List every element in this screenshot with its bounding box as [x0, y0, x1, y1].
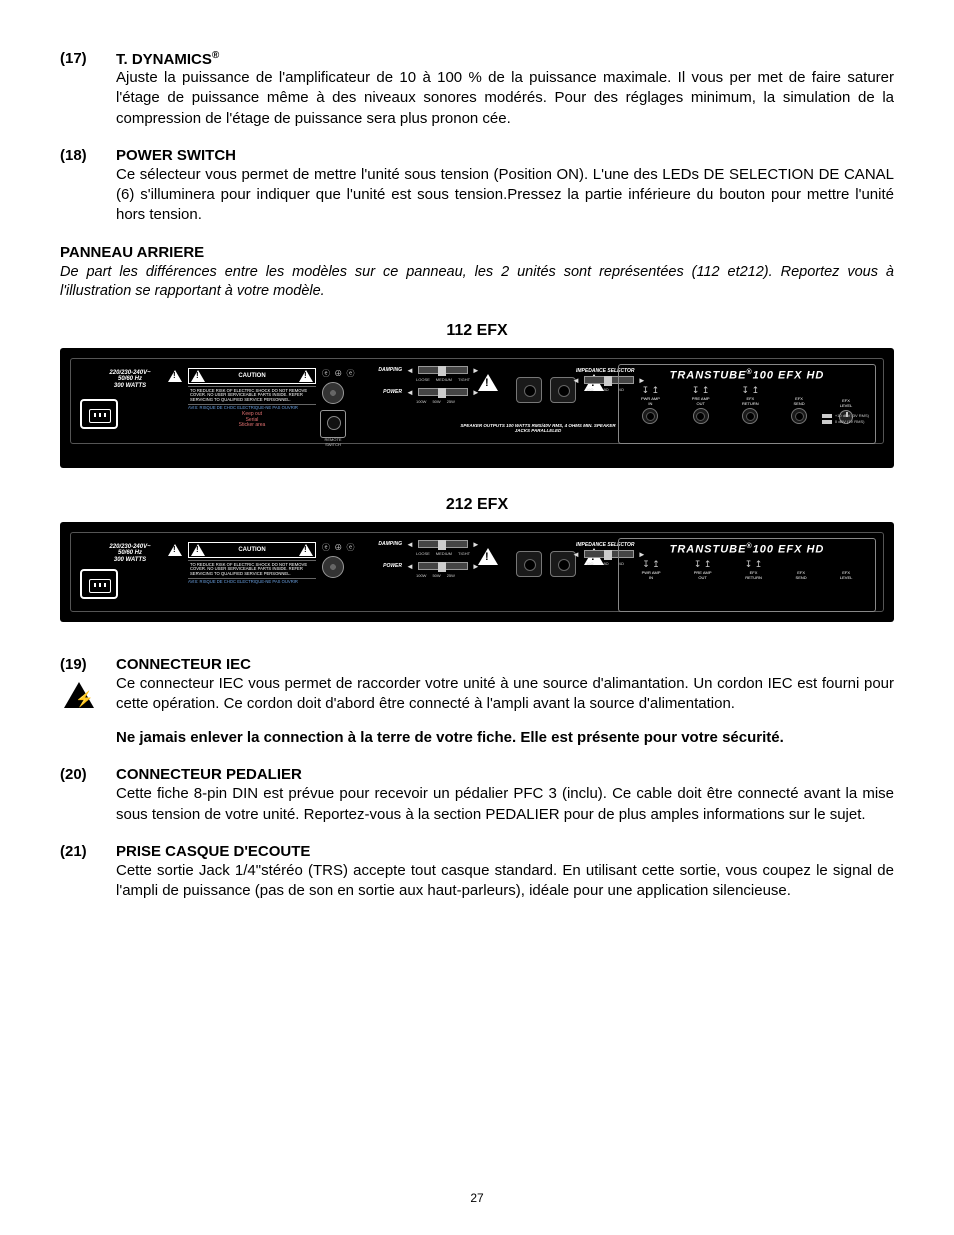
caution-block: CAUTION TO REDUCE RISK OF ELECTRIC SHOCK…: [188, 368, 316, 429]
remote-switch-jack: REMOTE SWITCH: [320, 410, 346, 438]
fan-icon: [322, 556, 344, 578]
panel-112: 220/230-240V~ 50/60 Hz 300 WATTS CAUTION…: [60, 348, 894, 468]
right-section: TRANSTUBE®100 EFX HD ↧ ↥PWR AMP IN ↧ ↥PRE…: [618, 364, 876, 444]
warning-triangle-icon: [168, 544, 182, 556]
io-group: EFX SEND: [796, 559, 807, 580]
item-title: T. DYNAMICS®: [116, 50, 219, 68]
jack-icon: [742, 408, 758, 424]
speaker-jack: [516, 551, 542, 577]
item-number: (17): [60, 50, 116, 67]
power-slider: [418, 388, 468, 396]
fan-icon: [322, 382, 344, 404]
io-group: EFX SEND: [791, 385, 807, 426]
warning-triangle-icon: [478, 374, 498, 391]
panel-label-212: 212 EFX: [60, 496, 894, 514]
iec-inlet-icon: [80, 399, 118, 429]
damping-slider: [418, 540, 468, 548]
item-body: Cette sortie Jack 1/4"stéréo (TRS) accep…: [116, 861, 894, 902]
io-group: ↧ ↥EFX RETURN: [742, 385, 760, 426]
io-group: EFX LEVEL: [840, 559, 852, 580]
jack-icon: [642, 408, 658, 424]
io-group: ↧ ↥EFX RETURN: [745, 559, 763, 580]
power-slider: [418, 562, 468, 570]
item-number: (20): [60, 766, 116, 783]
warning-triangle-icon: [299, 370, 313, 382]
item-bold-note: Ne jamais enlever la connection à la ter…: [116, 728, 894, 748]
item-title: POWER SWITCH: [116, 147, 236, 164]
speaker-output-text: SPEAKER OUTPUTS 100 WATTS RMS/40V RMS, 4…: [458, 424, 618, 434]
io-group: ↧ ↥PWR AMP IN: [642, 559, 661, 580]
warning-triangle-icon: [191, 370, 205, 382]
iec-inlet-icon: [80, 569, 118, 599]
manual-item: (19)CONNECTEUR IECCe connecteur IEC vous…: [60, 656, 894, 749]
rear-panel-diagram-212: 220/230-240V~ 50/60 Hz 300 WATTS CAUTION…: [60, 522, 894, 622]
jack-icon: [693, 408, 709, 424]
approval-symbols: ⓔ ⊕ ⓔ: [322, 542, 355, 553]
io-group: ↧ ↥PRE AMP OUT: [692, 385, 710, 426]
item-body: Ajuste la puissance de l'amplificateur d…: [116, 68, 894, 129]
caution-block: CAUTION TO REDUCE RISK OF ELECTRIC SHOCK…: [188, 542, 316, 585]
brand-label: TRANSTUBE®100 EFX HD: [625, 369, 869, 382]
io-group: ↧ ↥PWR AMP IN: [641, 385, 660, 426]
rear-panel-heading: PANNEAU ARRIERE: [60, 244, 894, 261]
item-title: PRISE CASQUE D'ECOUTE: [116, 843, 310, 860]
page-number: 27: [0, 1191, 954, 1205]
manual-item: (20)CONNECTEUR PEDALIERCette fiche 8-pin…: [60, 766, 894, 825]
mid-section: DAMPING ◄ ► LOOSE MEDIUM TIGHT POWER ◄ ►…: [368, 366, 646, 410]
item-number: (19): [60, 656, 116, 673]
item-title: CONNECTEUR PEDALIER: [116, 766, 302, 783]
damping-slider: [418, 366, 468, 374]
mid-section: DAMPING ◄ ► LOOSE MEDIUM TIGHT POWER ◄ ►…: [368, 540, 646, 584]
approval-symbols: ⓔ ⊕ ⓔ: [322, 368, 355, 379]
item-body: Ce sélecteur vous permet de mettre l'uni…: [116, 165, 894, 226]
voltage-spec: 220/230-240V~ 50/60 Hz 300 WATTS: [80, 544, 180, 564]
item-number: (21): [60, 843, 116, 860]
warning-triangle-icon: [478, 548, 498, 565]
item-title: CONNECTEUR IEC: [116, 656, 251, 673]
item-body: Ce connecteur IEC vous permet de raccord…: [116, 674, 894, 715]
voltage-spec: 220/230-240V~ 50/60 Hz 300 WATTS: [80, 370, 180, 390]
panel-label-112: 112 EFX: [60, 322, 894, 340]
item-body: Cette fiche 8-pin DIN est prévue pour re…: [116, 784, 894, 825]
rear-panel-diagram-112: 220/230-240V~ 50/60 Hz 300 WATTS CAUTION…: [60, 348, 894, 468]
rear-panel-note: De part les différences entre les modèle…: [60, 263, 894, 302]
brand-label: TRANSTUBE®100 EFX HD: [625, 543, 869, 556]
speaker-jack: [516, 377, 542, 403]
jack-icon: [791, 408, 807, 424]
manual-item: (18)POWER SWITCHCe sélecteur vous permet…: [60, 147, 894, 226]
right-section: TRANSTUBE®100 EFX HD ↧ ↥PWR AMP IN ↧ ↥PRE…: [618, 538, 876, 612]
manual-item: (21)PRISE CASQUE D'ECOUTECette sortie Ja…: [60, 843, 894, 902]
io-group: ↧ ↥PRE AMP OUT: [694, 559, 712, 580]
warning-triangle-icon: [168, 370, 182, 382]
shock-warning-icon: ⚡: [64, 682, 94, 710]
panel-212: 220/230-240V~ 50/60 Hz 300 WATTS CAUTION…: [60, 522, 894, 622]
manual-item: (17)T. DYNAMICS®Ajuste la puissance de l…: [60, 50, 894, 129]
item-number: (18): [60, 147, 116, 164]
